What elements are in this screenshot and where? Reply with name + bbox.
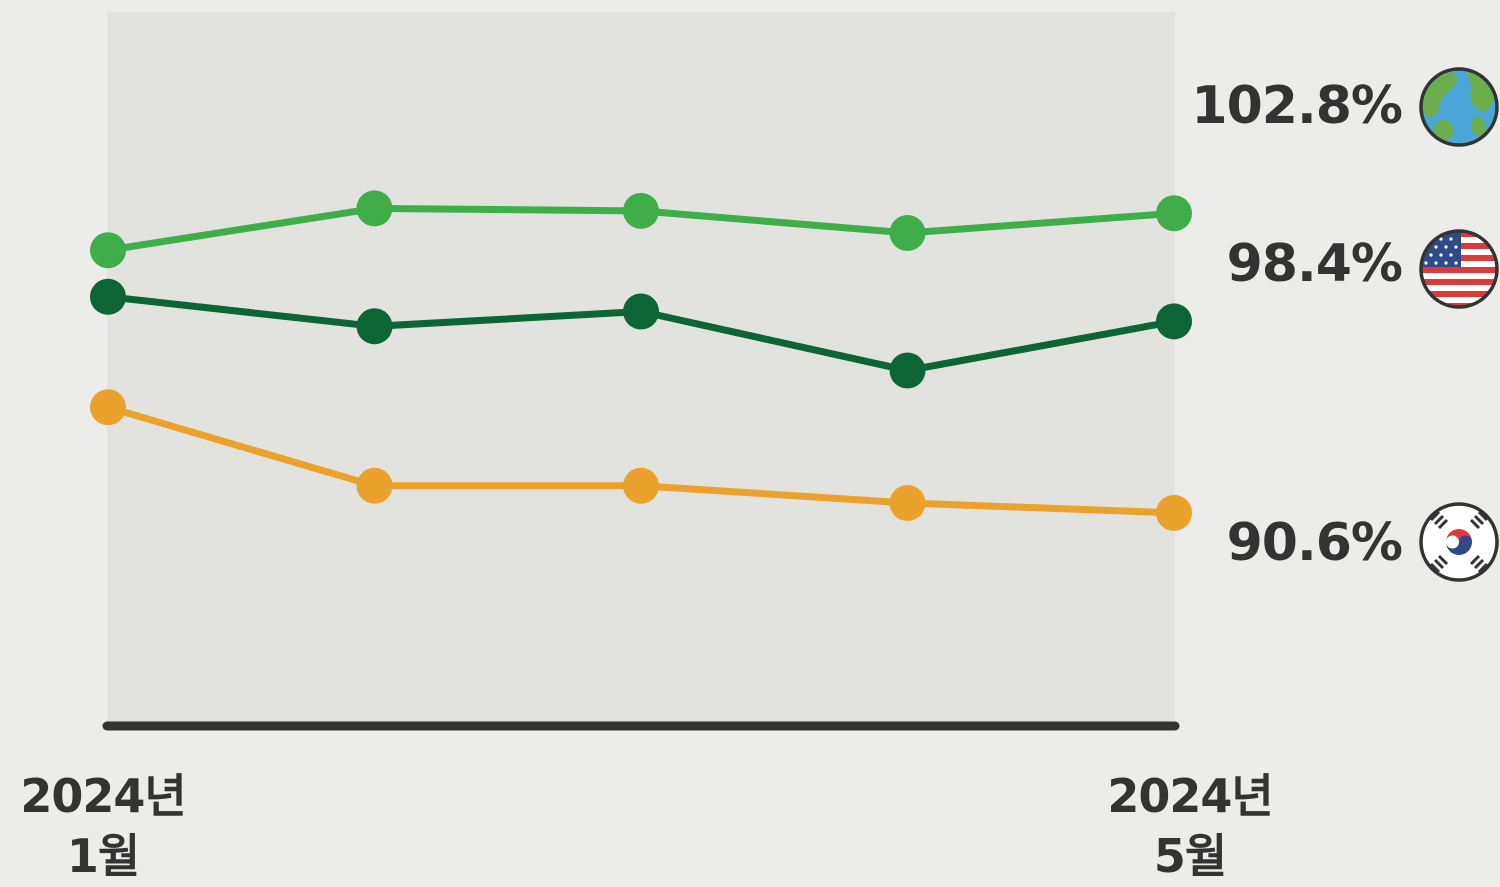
- korea-flag-icon: [1419, 502, 1499, 582]
- data-point-usa-0: [90, 278, 126, 315]
- data-point-world-4: [1156, 195, 1192, 232]
- data-point-world-3: [889, 215, 926, 251]
- data-point-korea-2: [623, 467, 659, 504]
- data-point-usa-3: [889, 352, 926, 389]
- series-korea: [90, 389, 1192, 531]
- end-label-korea: 90.6%: [1227, 513, 1402, 573]
- plot-area: [107, 12, 1175, 724]
- data-point-korea-0: [90, 389, 126, 426]
- data-point-world-1: [356, 190, 393, 227]
- x-tick-label-end-month: 5월: [1154, 829, 1226, 883]
- data-point-world-0: [90, 232, 126, 269]
- data-point-usa-1: [356, 308, 393, 345]
- x-tick-label-end-year: 2024년: [1107, 769, 1272, 823]
- data-point-korea-4: [1156, 494, 1192, 531]
- series-layer: [90, 190, 1192, 531]
- end-label-usa: 98.4%: [1227, 234, 1402, 294]
- x-tick-label-start-year: 2024년: [20, 769, 185, 823]
- us-flag-icon: [1419, 229, 1499, 309]
- series-usa: [90, 278, 1192, 389]
- globe-icon: [1419, 67, 1499, 147]
- data-point-usa-2: [623, 293, 659, 330]
- x-tick-label-start-month: 1월: [67, 829, 139, 883]
- x-axis-labels: 2024년 1월 2024년 5월: [20, 769, 1273, 883]
- data-point-korea-3: [889, 485, 926, 521]
- series-world: [90, 190, 1192, 269]
- end-label-world: 102.8%: [1191, 76, 1402, 136]
- data-point-usa-4: [1156, 303, 1192, 340]
- data-point-world-2: [623, 192, 659, 229]
- data-point-korea-1: [356, 467, 393, 504]
